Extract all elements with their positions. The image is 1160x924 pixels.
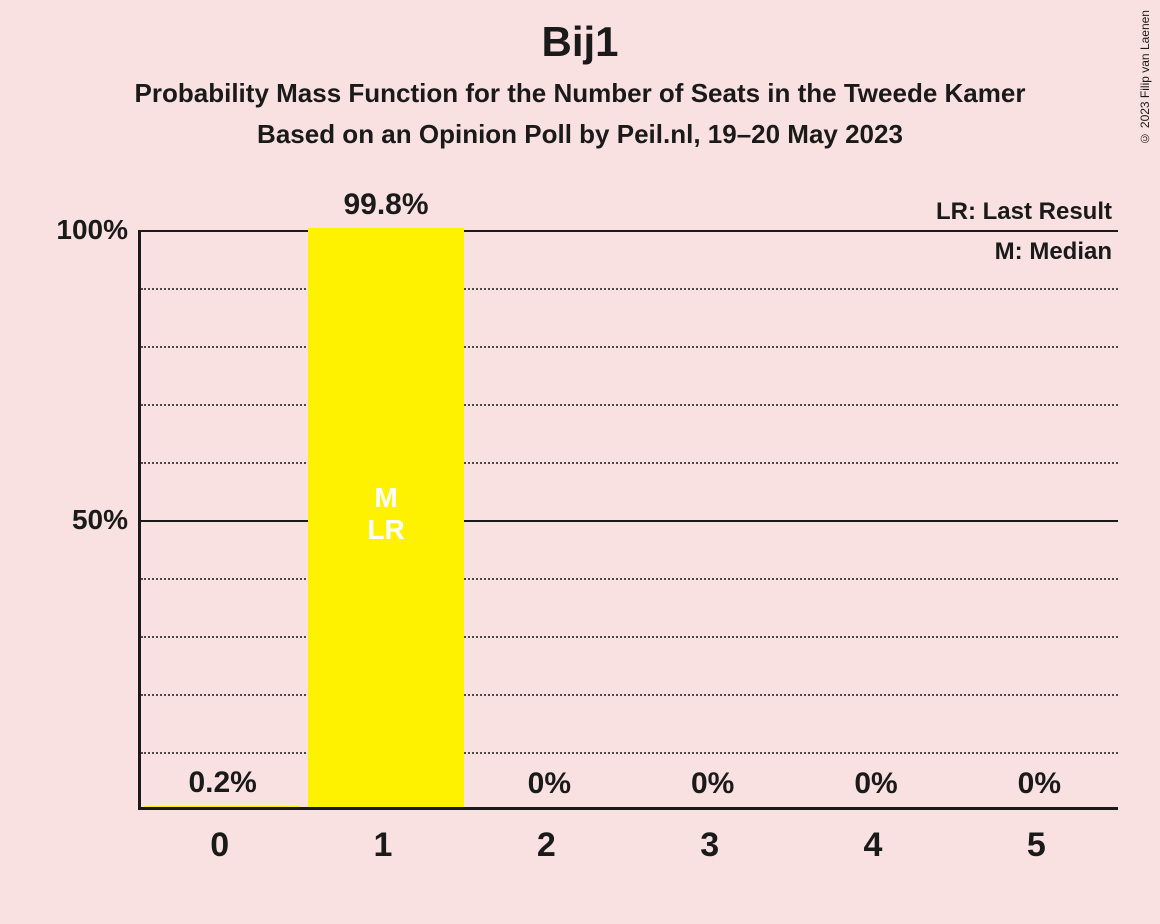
x-axis-label: 2	[537, 826, 556, 865]
x-axis-label: 3	[700, 826, 719, 865]
bar-value-label: 0%	[528, 767, 571, 801]
bar-marker: MLR	[367, 482, 404, 546]
grid-major	[141, 520, 1118, 522]
bar-value-label: 0%	[854, 767, 897, 801]
grid-minor	[141, 288, 1118, 290]
grid-major	[141, 230, 1118, 232]
bar	[145, 806, 300, 807]
x-axis-label: 5	[1027, 826, 1046, 865]
legend-m: M: Median	[995, 238, 1112, 266]
bar-value-label: 0.2%	[188, 766, 256, 800]
x-axis-label: 4	[864, 826, 883, 865]
grid-minor	[141, 462, 1118, 464]
y-axis-label: 50%	[40, 504, 128, 536]
bar-value-label: 0%	[1018, 767, 1061, 801]
y-axis-label: 100%	[40, 214, 128, 246]
grid-minor	[141, 752, 1118, 754]
legend-lr: LR: Last Result	[936, 198, 1112, 226]
grid-minor	[141, 694, 1118, 696]
x-axis-label: 1	[374, 826, 393, 865]
chart-subtitle-2: Based on an Opinion Poll by Peil.nl, 19–…	[0, 109, 1160, 150]
x-axis-label: 0	[210, 826, 229, 865]
chart-container: 0.2% 99.8% MLR 0% 0% 0% 0% LR: Last Result M: Me…	[40, 180, 1130, 900]
bar-value-label: 99.8%	[343, 188, 428, 222]
grid-minor	[141, 578, 1118, 580]
grid-minor	[141, 636, 1118, 638]
chart-subtitle-1: Probability Mass Function for the Number…	[0, 66, 1160, 109]
copyright-text: © 2023 Filip van Laenen	[1138, 10, 1152, 145]
grid-minor	[141, 346, 1118, 348]
plot-area: 0.2%99.8%MLR0%0%0%0%LR: Last ResultM: Me…	[138, 230, 1118, 810]
bar-value-label: 0%	[691, 767, 734, 801]
grid-minor	[141, 404, 1118, 406]
chart-title: Bij1	[0, 0, 1160, 66]
